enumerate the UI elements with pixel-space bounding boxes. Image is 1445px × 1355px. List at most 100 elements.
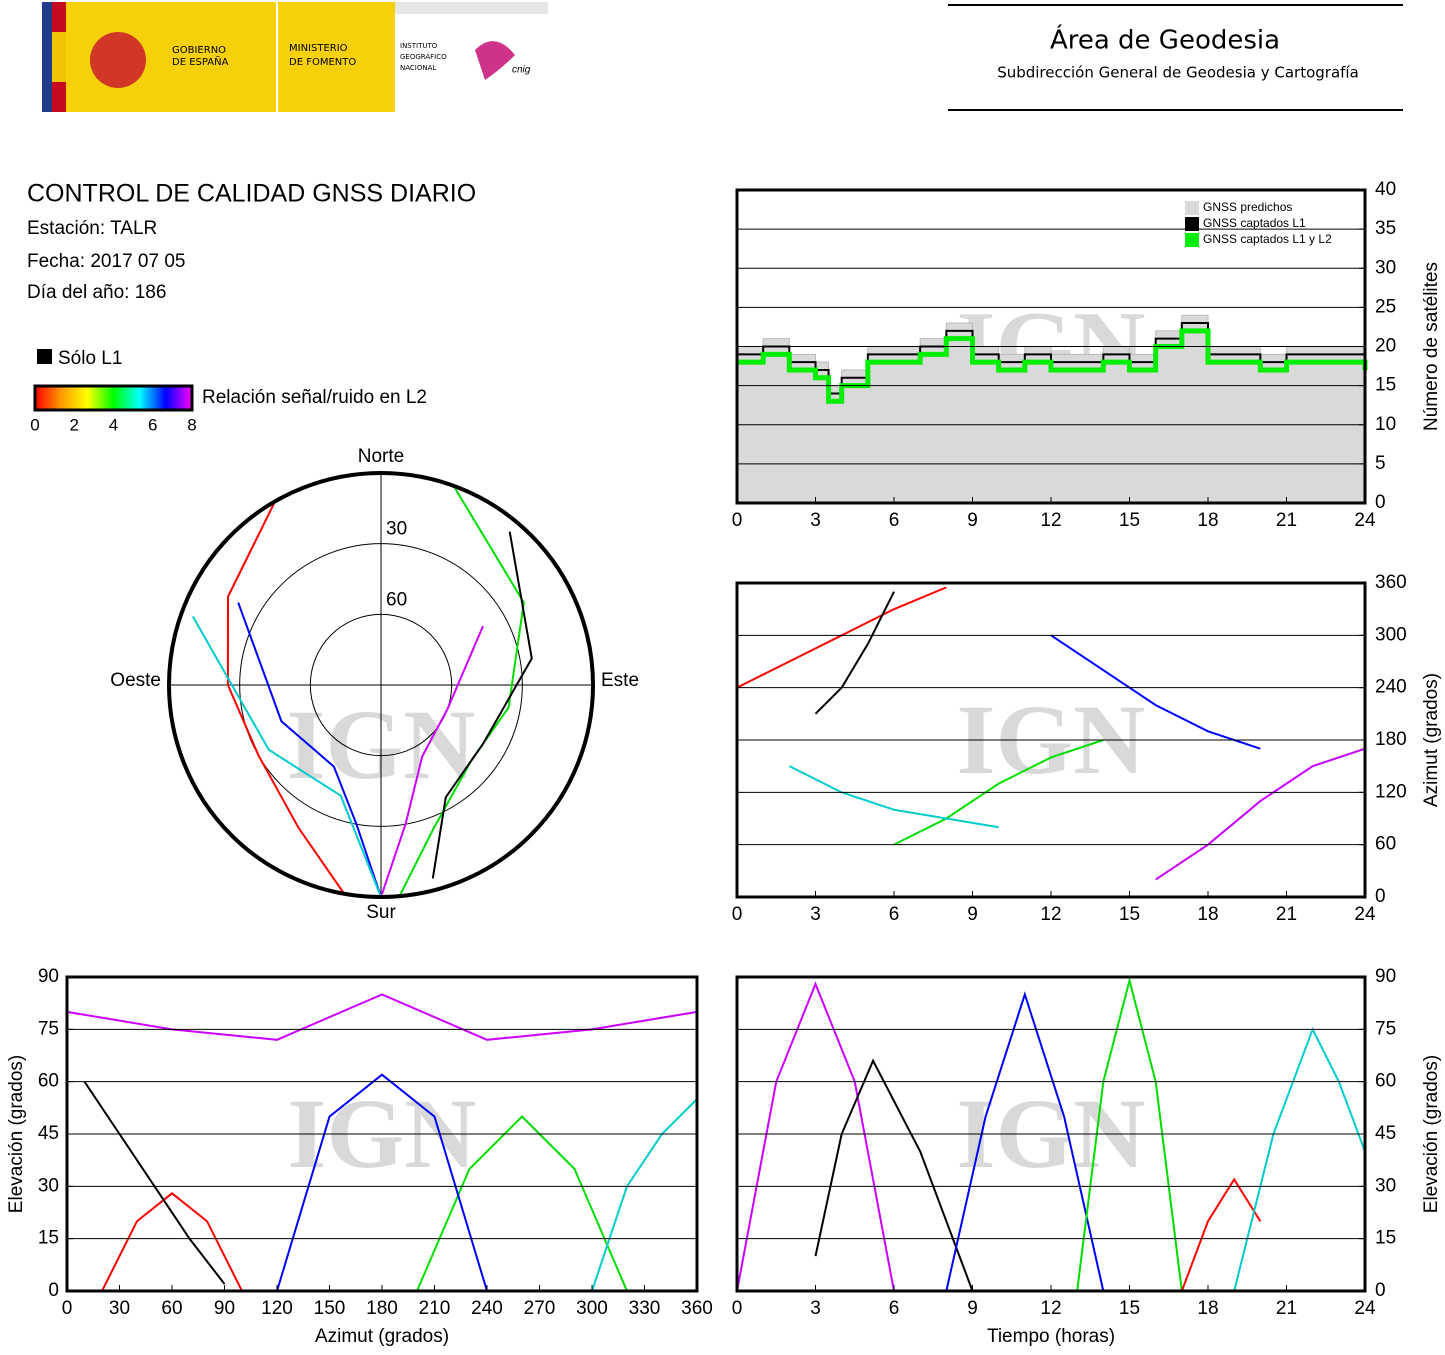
x-tick-label: 9 xyxy=(967,510,978,531)
ministry-logo xyxy=(278,2,395,112)
direction-label: Norte xyxy=(358,446,404,467)
track xyxy=(276,1073,488,1292)
y-tick-label: 240 xyxy=(1375,677,1407,698)
track xyxy=(736,981,895,1292)
x-tick-label: 18 xyxy=(1197,1298,1218,1319)
y-tick-label: 60 xyxy=(38,1071,59,1092)
y-tick-label: 180 xyxy=(1375,729,1407,750)
y-tick-label: 120 xyxy=(1375,781,1407,802)
y-tick-label: 30 xyxy=(1375,1175,1396,1196)
x-tick-label: 12 xyxy=(1040,1298,1061,1319)
x-tick-label: 6 xyxy=(889,904,900,925)
ring-label: 60 xyxy=(386,589,407,610)
track xyxy=(814,591,895,715)
x-tick-label: 0 xyxy=(732,904,743,925)
track xyxy=(101,1192,243,1292)
y-tick-label: 30 xyxy=(1375,257,1396,278)
direction-label: Este xyxy=(601,670,639,691)
x-tick-label: 18 xyxy=(1197,510,1218,531)
x-tick-label: 210 xyxy=(419,1298,451,1319)
day-of-year: Día del año: 186 xyxy=(27,282,166,303)
x-tick-label: 30 xyxy=(109,1298,130,1319)
legend-label: GNSS captados L1 xyxy=(1203,216,1306,230)
x-tick-label: 24 xyxy=(1354,904,1376,925)
x-tick-label: 9 xyxy=(967,1298,978,1319)
y-axis-label: Elevación (grados) xyxy=(6,1055,27,1213)
y-tick-label: 40 xyxy=(1375,179,1396,200)
ring-label: 30 xyxy=(386,519,407,540)
y-tick-label: 0 xyxy=(48,1280,59,1301)
count-line xyxy=(737,328,1368,404)
x-tick-label: 0 xyxy=(732,1298,743,1319)
x-tick-label: 270 xyxy=(524,1298,556,1319)
x-tick-label: 90 xyxy=(214,1298,235,1319)
x-tick-label: 21 xyxy=(1276,904,1297,925)
l1-legend: Sólo L1 xyxy=(58,348,122,369)
x-tick-label: 300 xyxy=(576,1298,608,1319)
x-tick-label: 12 xyxy=(1040,904,1061,925)
track xyxy=(945,991,1105,1292)
x-tick-label: 3 xyxy=(810,904,821,925)
x-tick-label: 60 xyxy=(161,1298,182,1319)
x-tick-label: 21 xyxy=(1276,510,1297,531)
x-tick-label: 150 xyxy=(314,1298,346,1319)
x-tick-label: 9 xyxy=(967,904,978,925)
x-axis-label: Tiempo (horas) xyxy=(987,1326,1115,1347)
x-tick-label: 6 xyxy=(889,510,900,531)
watermark: IGN xyxy=(288,1078,477,1189)
gov-text: GOBIERNO xyxy=(172,45,226,56)
colorbar-tick-label: 0 xyxy=(30,415,39,434)
x-axis-label: Azimut (grados) xyxy=(315,1326,449,1347)
colorbar-tick-label: 2 xyxy=(70,415,79,434)
x-tick-label: 15 xyxy=(1119,1298,1140,1319)
track xyxy=(431,531,533,879)
y-tick-label: 30 xyxy=(38,1175,59,1196)
x-tick-label: 18 xyxy=(1197,904,1218,925)
track xyxy=(380,625,484,898)
y-tick-label: 360 xyxy=(1375,572,1407,593)
colorbar-label: Relación señal/ruido en L2 xyxy=(202,387,427,408)
legend-swatch xyxy=(1185,217,1199,231)
legend-swatch xyxy=(1185,233,1199,247)
cnig-text: cnig xyxy=(512,65,531,76)
y-tick-label: 10 xyxy=(1375,414,1396,435)
ministry-text: MINISTERIO xyxy=(289,43,348,54)
y-tick-label: 15 xyxy=(1375,1228,1396,1249)
x-tick-label: 360 xyxy=(681,1298,713,1319)
watermark: IGN xyxy=(957,1078,1146,1189)
x-tick-label: 180 xyxy=(366,1298,398,1319)
y-tick-label: 0 xyxy=(1375,492,1386,513)
track xyxy=(1180,1177,1262,1292)
legend-label: GNSS predichos xyxy=(1203,200,1292,214)
legend-label: GNSS captados L1 y L2 xyxy=(1203,232,1332,246)
y-tick-label: 90 xyxy=(1375,966,1396,987)
track xyxy=(893,739,1104,846)
x-tick-label: 3 xyxy=(810,510,821,531)
y-tick-label: 45 xyxy=(38,1123,59,1144)
x-tick-label: 120 xyxy=(261,1298,293,1319)
y-tick-label: 60 xyxy=(1375,1071,1396,1092)
y-tick-label: 75 xyxy=(1375,1018,1396,1039)
direction-label: Sur xyxy=(366,902,396,923)
x-tick-label: 12 xyxy=(1040,510,1061,531)
chart: IGN 0 15 30 45 60 75 90 0 30 60 90 120 150 180 210 240 27… xyxy=(6,966,713,1347)
y-axis-label: Número de satélites xyxy=(1421,262,1442,431)
x-tick-label: 21 xyxy=(1276,1298,1297,1319)
track xyxy=(237,602,382,898)
y-tick-label: 20 xyxy=(1375,336,1396,357)
y-axis-label: Elevación (grados) xyxy=(1421,1055,1442,1213)
y-tick-label: 15 xyxy=(1375,375,1396,396)
y-tick-label: 0 xyxy=(1375,1280,1386,1301)
x-tick-label: 330 xyxy=(629,1298,661,1319)
track xyxy=(416,1115,628,1292)
track xyxy=(814,1058,974,1292)
colorbar xyxy=(33,384,194,412)
institute-text: GEOGRÁFICO xyxy=(400,52,447,61)
track xyxy=(1050,634,1261,750)
x-tick-label: 3 xyxy=(810,1298,821,1319)
colorbar-tick-label: 8 xyxy=(187,415,196,434)
track xyxy=(191,616,382,898)
